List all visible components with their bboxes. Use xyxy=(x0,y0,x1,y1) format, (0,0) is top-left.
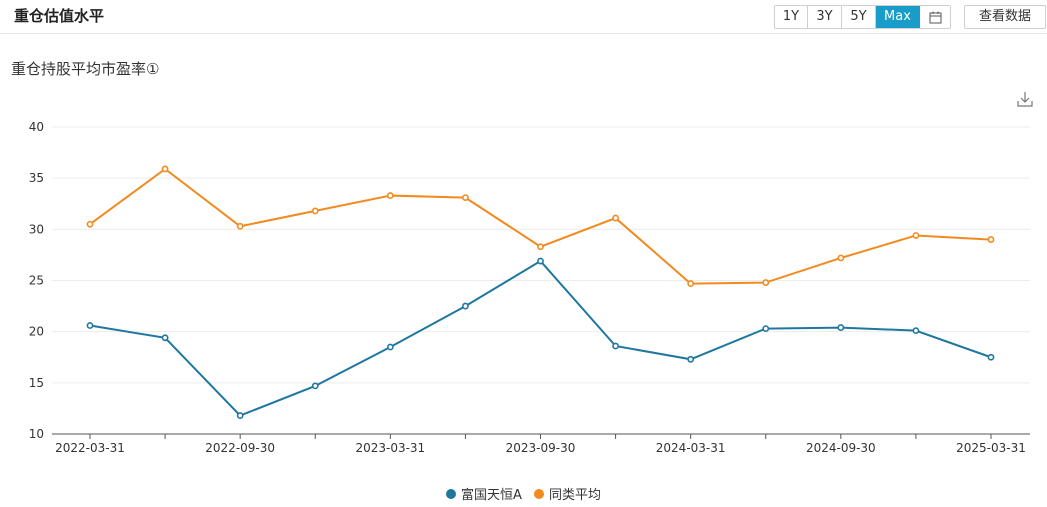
grid-layer xyxy=(52,126,1030,384)
data-point xyxy=(762,279,770,286)
data-point xyxy=(236,222,244,230)
legend-dot xyxy=(533,488,544,499)
data-point xyxy=(837,254,845,262)
data-point xyxy=(687,280,695,287)
y-tick-label: 10 xyxy=(29,427,44,441)
data-point xyxy=(687,355,695,363)
data-point xyxy=(161,165,169,173)
range-button-5y[interactable]: 5Y xyxy=(842,6,876,28)
chart-subtitle: 重仓持股平均市盈率① xyxy=(11,60,160,78)
calendar-icon xyxy=(929,11,941,23)
legend-dot xyxy=(446,488,457,499)
series-line-1 xyxy=(89,259,992,417)
data-point xyxy=(612,342,619,350)
legend-label: 富国天恒A xyxy=(461,488,522,503)
data-point xyxy=(762,325,770,332)
data-point xyxy=(912,232,920,239)
data-point xyxy=(537,257,544,265)
legend-item-series2[interactable]: 同类平均 xyxy=(533,484,601,503)
data-point xyxy=(86,220,94,228)
data-point xyxy=(537,243,544,251)
data-point xyxy=(837,324,845,331)
x-tick-label: 2024-03-31 xyxy=(656,441,726,455)
x-tick-label: 2023-09-30 xyxy=(506,441,576,455)
y-tick-label: 40 xyxy=(29,120,44,134)
y-tick-label: 35 xyxy=(29,171,44,185)
y-tick-label: 15 xyxy=(29,376,44,390)
range-button-1y[interactable]: 1Y xyxy=(775,6,808,28)
data-point xyxy=(161,334,169,342)
legend-label: 同类平均 xyxy=(548,488,601,503)
chart-legend: 富国天恒A 同类平均 xyxy=(0,484,1047,503)
x-tick-label: 2022-03-31 xyxy=(55,441,125,455)
data-point xyxy=(311,207,319,215)
x-tick-label: 2024-09-30 xyxy=(806,441,876,455)
page-title: 重仓估值水平 xyxy=(14,7,105,25)
data-point xyxy=(462,302,469,310)
range-selector: 1Y 3Y 5Y Max xyxy=(774,5,951,29)
calendar-button[interactable] xyxy=(920,6,950,28)
header-bar: 重仓估值水平 1Y 3Y 5Y Max 查看数据 xyxy=(0,0,1047,34)
series-line-2 xyxy=(89,167,992,285)
y-tick-label: 30 xyxy=(29,222,44,236)
axis-layer: 10 15 20 25 30 35 40 2022-03-31 2022-09-30 2023-0… xyxy=(29,120,1030,455)
range-button-3y[interactable]: 3Y xyxy=(808,6,842,28)
y-tick-label: 25 xyxy=(29,274,44,288)
data-point xyxy=(462,194,469,202)
data-point xyxy=(386,343,394,351)
x-tick-label: 2025-03-31 xyxy=(956,441,1026,455)
data-point xyxy=(987,353,995,361)
data-point xyxy=(912,327,920,335)
x-tick-label: 2023-03-31 xyxy=(355,441,425,455)
data-point xyxy=(311,382,319,390)
range-button-max[interactable]: Max xyxy=(876,6,920,28)
data-point xyxy=(86,322,94,329)
view-data-button[interactable]: 查看数据 xyxy=(964,5,1046,29)
y-tick-label: 20 xyxy=(29,325,44,339)
data-point xyxy=(612,214,619,222)
line-chart: 10 15 20 25 30 35 40 2022-03-31 2022-09-30 2023-0… xyxy=(29,120,1030,455)
series-layer xyxy=(86,165,995,419)
data-point xyxy=(987,236,995,243)
data-point xyxy=(236,412,244,419)
download-icon[interactable] xyxy=(1016,90,1036,110)
x-tick-label: 2022-09-30 xyxy=(205,441,275,455)
legend-item-series1[interactable]: 富国天恒A xyxy=(446,484,522,503)
data-point xyxy=(386,192,394,199)
